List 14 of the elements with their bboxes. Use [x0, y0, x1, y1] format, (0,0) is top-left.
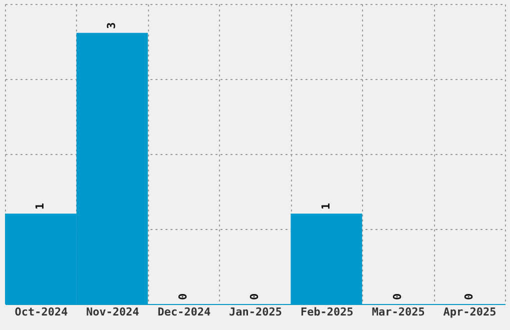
x-tick-label: Dec-2024 [158, 306, 211, 318]
x-tick-label: Nov-2024 [86, 306, 140, 318]
data-label: 0 [248, 293, 261, 300]
x-tick-label: Feb-2025 [300, 306, 354, 318]
x-tick-label: Jan-2025 [229, 306, 282, 318]
data-label: 0 [176, 293, 190, 300]
data-label: 1 [319, 202, 332, 210]
data-label: 0 [390, 293, 404, 300]
x-tick-label: Mar-2025 [372, 306, 425, 318]
x-tick-label: Apr-2025 [443, 306, 496, 318]
x-tick-label: Oct-2024 [14, 306, 68, 318]
data-label: 3 [105, 22, 118, 29]
data-label: 1 [34, 202, 47, 210]
data-label: 0 [462, 293, 476, 300]
